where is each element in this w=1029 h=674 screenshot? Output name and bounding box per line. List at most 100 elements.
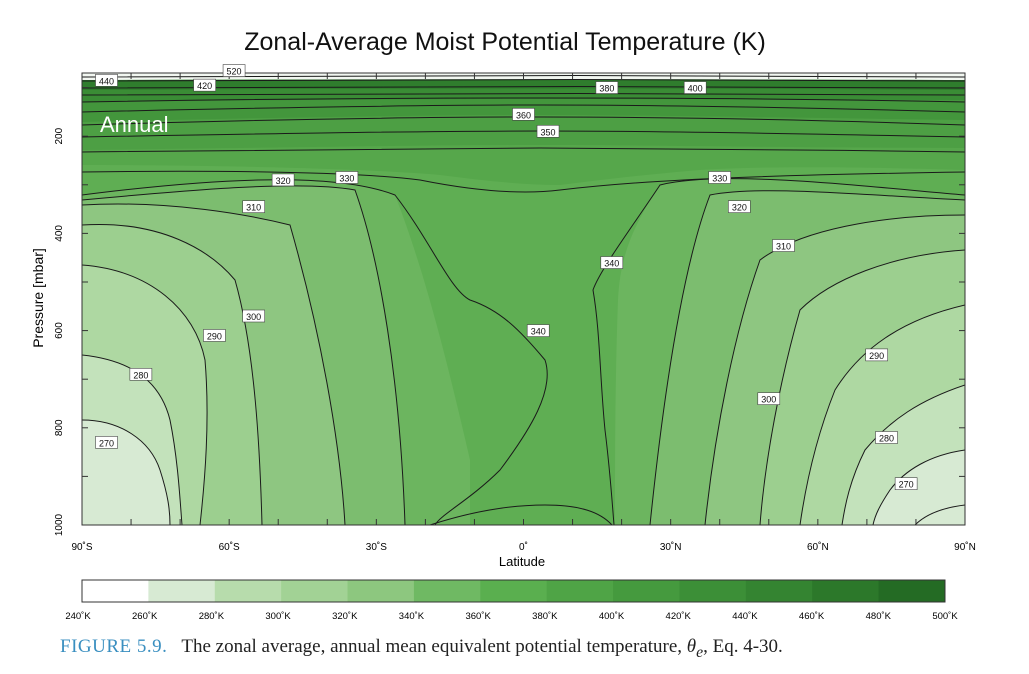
contour-label: 440 [95, 73, 118, 87]
contour-label-text: 290 [869, 351, 884, 361]
contour-label-text: 270 [899, 480, 914, 490]
colorbar-label: 440˚K [732, 611, 758, 622]
colorbar-label: 460˚K [799, 611, 825, 622]
colorbar-swatch [745, 580, 813, 602]
colorbar-label: 420˚K [666, 611, 692, 622]
colorbar-label: 320˚K [332, 611, 358, 622]
x-tick-label: 90˚N [954, 541, 976, 553]
colorbar-swatch [546, 580, 614, 602]
colorbar-swatch [480, 580, 548, 602]
contour-label: 270 [95, 436, 118, 449]
contour-label: 330 [335, 171, 359, 184]
contour-line-21 [799, 304, 965, 525]
colorbar-swatch [812, 580, 880, 602]
axis-ticks [81, 73, 966, 526]
contour-line-0 [82, 147, 965, 153]
contour-label-box [242, 309, 265, 323]
colorbar-label: 260˚K [132, 611, 158, 622]
colorbar-swatch [82, 580, 149, 602]
contour-label-box [222, 64, 246, 77]
colorbar-swatch [878, 580, 946, 602]
contour-line-14 [82, 203, 346, 525]
fill-right-270 [873, 450, 965, 525]
x-tick-label: 60˚N [807, 541, 829, 553]
y-axis-label: Pressure [mbar] [30, 248, 46, 348]
contour-label: 320 [271, 173, 295, 187]
contour-line-7 [82, 79, 965, 82]
contour-label-text: 360 [516, 110, 531, 120]
contour-label: 270 [894, 477, 918, 490]
contour-line-22 [841, 384, 965, 525]
contour-label: 340 [600, 256, 624, 269]
contour-line-17 [592, 178, 965, 525]
contour-line-6 [82, 86, 965, 89]
contour-label-text: 420 [197, 81, 212, 91]
x-axis: 90˚S 60˚S 30˚S 0˚ 30˚N 60˚N 90˚N [71, 541, 975, 553]
contour-line-4 [82, 97, 965, 103]
panel-label: Annual [100, 112, 169, 137]
colorbar-label: 340˚K [399, 611, 425, 622]
x-tick-label: 90˚S [71, 541, 92, 553]
contour-label-box [757, 392, 781, 405]
contour-label: 420 [193, 78, 216, 92]
contour-label-text: 520 [227, 67, 242, 77]
colorbar-labels: 240˚K 260˚K 280˚K 300˚K 320˚K 340˚K 360˚K 380˚K… [65, 611, 958, 622]
contour-line-23 [872, 449, 965, 525]
contour-line-13 [82, 223, 263, 525]
y-tick-label: 600 [54, 322, 65, 339]
contour-label-box [242, 200, 265, 213]
contour-label-text: 380 [599, 84, 614, 94]
contour-line-15 [82, 185, 406, 525]
y-tick-label: 1000 [54, 513, 65, 536]
contour-lines [82, 75, 965, 525]
contour-line-3 [82, 104, 965, 113]
contour-label-text: 330 [339, 173, 354, 183]
contour-label-text: 320 [732, 203, 747, 213]
contour-line-11 [82, 354, 183, 525]
contour-label-box [526, 324, 550, 337]
contour-label-box [728, 200, 751, 213]
colorbar-swatch [613, 580, 680, 602]
contour-label: 350 [536, 125, 560, 138]
colorbar-swatch [281, 580, 349, 602]
colorbar-label: 400˚K [599, 611, 625, 622]
contour-label-box [203, 329, 226, 342]
contour-label-box [512, 108, 535, 121]
colorbar-label: 500˚K [932, 611, 958, 622]
contour-label-box [683, 81, 707, 94]
contour-label-text: 350 [541, 127, 556, 137]
contour-label-text: 310 [776, 242, 791, 252]
contour-label: 290 [865, 348, 889, 362]
contour-line-2 [82, 116, 965, 126]
contour-label: 310 [772, 239, 795, 252]
x-axis-label: Latitude [499, 554, 545, 569]
x-tick-label: 30˚S [366, 541, 387, 553]
contour-line-19 [704, 214, 965, 525]
figure-number: FIGURE 5.9. [60, 636, 168, 657]
contour-label-box [129, 368, 153, 381]
contour-label-text: 340 [531, 327, 546, 337]
contour-label-box [875, 431, 898, 444]
contour-label-text: 270 [99, 438, 114, 448]
y-axis: 200 400 600 800 1000 [54, 127, 65, 536]
contour-label-text: 400 [688, 84, 703, 94]
contour-line-20 [759, 249, 965, 525]
colorbar-swatch [214, 580, 282, 602]
contour-label: 310 [242, 200, 265, 213]
colorbar-label: 280˚K [199, 611, 225, 622]
contour-label-box [708, 171, 732, 184]
colorbar-label: 240˚K [65, 611, 91, 622]
contour-label-text: 280 [133, 370, 148, 380]
y-tick-label: 800 [54, 419, 65, 436]
colorbar-swatch [347, 580, 415, 602]
colorbar-frame [81, 579, 946, 603]
theta-symbol: θ [686, 636, 697, 657]
contour-line-24 [914, 504, 965, 525]
colorbar-swatch [679, 580, 747, 602]
contour-label-text: 300 [246, 312, 261, 322]
contour-label: 290 [203, 329, 226, 342]
contour-label-box [536, 125, 560, 138]
contour-label: 360 [512, 108, 535, 121]
contour-label-text: 310 [246, 203, 261, 213]
